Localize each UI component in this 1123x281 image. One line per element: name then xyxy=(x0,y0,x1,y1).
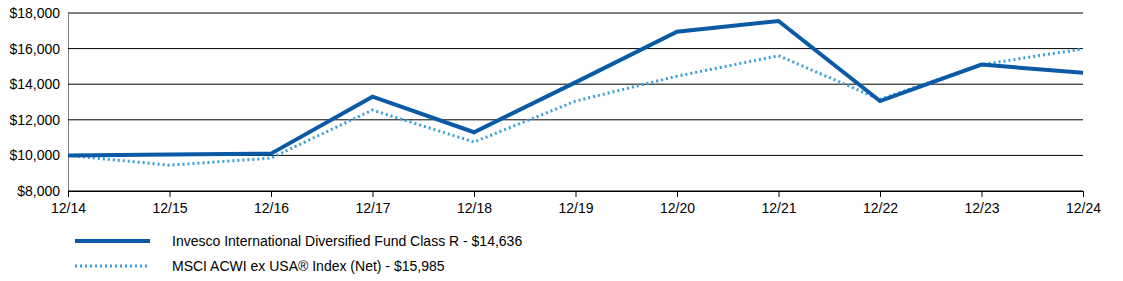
y-tick: $16,000 xyxy=(9,41,68,57)
y-tick-label: $12,000 xyxy=(9,112,60,128)
x-tick: 12/20 xyxy=(660,191,695,216)
y-tick-label: $8,000 xyxy=(17,183,60,199)
x-tick: 12/21 xyxy=(761,191,796,216)
y-tick: $10,000 xyxy=(9,147,68,163)
x-tick-mark xyxy=(474,191,475,197)
x-tick-label: 12/15 xyxy=(152,200,187,216)
x-tick: 12/19 xyxy=(558,191,593,216)
series-line xyxy=(68,49,1083,165)
x-tick-label: 12/21 xyxy=(761,200,796,216)
x-tick-label: 12/20 xyxy=(660,200,695,216)
x-tick: 12/24 xyxy=(1066,191,1101,216)
series-group xyxy=(68,21,1083,165)
x-tick-mark xyxy=(779,191,780,197)
y-tick-label: $18,000 xyxy=(9,5,60,21)
x-tick: 12/18 xyxy=(457,191,492,216)
grid-line xyxy=(68,13,1083,14)
x-tick-mark xyxy=(170,191,171,197)
x-tick: 12/22 xyxy=(863,191,898,216)
legend-swatch xyxy=(75,265,150,268)
x-tick: 12/14 xyxy=(51,191,86,216)
x-tick-mark xyxy=(880,191,881,197)
x-tick-mark xyxy=(982,191,983,197)
x-tick-label: 12/23 xyxy=(964,200,999,216)
x-tick-mark xyxy=(677,191,678,197)
chart: $8,000 $10,000 $12,000 $14,000 $16,000 $18,00… xyxy=(0,0,1123,281)
legend: Invesco International Diversified Fund C… xyxy=(75,233,522,274)
x-tick: 12/17 xyxy=(355,191,390,216)
x-tick: 12/16 xyxy=(254,191,289,216)
x-tick-mark xyxy=(373,191,374,197)
x-tick-label: 12/18 xyxy=(457,200,492,216)
x-tick: 12/15 xyxy=(152,191,187,216)
plot: $8,000 $10,000 $12,000 $14,000 $16,000 $18,00… xyxy=(9,5,1101,216)
x-axis: 12/14 12/15 12/16 12/17 12/18 12/19 12/20 12/21… xyxy=(51,191,1101,216)
y-axis: $8,000 $10,000 $12,000 $14,000 $16,000 $18,00… xyxy=(9,5,68,199)
x-tick-label: 12/14 xyxy=(51,200,86,216)
x-tick-label: 12/17 xyxy=(355,200,390,216)
y-tick: $14,000 xyxy=(9,76,68,92)
legend-item: Invesco International Diversified Fund C… xyxy=(75,233,522,249)
y-tick-label: $14,000 xyxy=(9,76,60,92)
legend-label: MSCI ACWI ex USA® Index (Net) - $15,985 xyxy=(172,258,445,274)
x-tick-mark xyxy=(576,191,577,197)
y-tick: $8,000 xyxy=(17,183,68,199)
grid-line xyxy=(68,119,1083,120)
y-tick: $12,000 xyxy=(9,112,68,128)
x-tick-mark xyxy=(1083,191,1084,197)
legend-swatch xyxy=(75,239,150,243)
x-tick-label: 12/19 xyxy=(558,200,593,216)
x-tick: 12/23 xyxy=(964,191,999,216)
x-tick-label: 12/16 xyxy=(254,200,289,216)
series-line xyxy=(68,21,1083,155)
grid xyxy=(68,13,1083,191)
x-tick-mark xyxy=(271,191,272,197)
x-tick-label: 12/24 xyxy=(1066,200,1101,216)
y-tick-label: $10,000 xyxy=(9,147,60,163)
x-tick-mark xyxy=(68,191,69,197)
legend-label: Invesco International Diversified Fund C… xyxy=(172,233,522,249)
y-axis-line xyxy=(68,14,69,192)
x-tick-label: 12/22 xyxy=(863,200,898,216)
grid-line xyxy=(68,48,1083,49)
y-tick: $18,000 xyxy=(9,5,68,21)
y-tick-label: $16,000 xyxy=(9,41,60,57)
legend-item: MSCI ACWI ex USA® Index (Net) - $15,985 xyxy=(75,258,445,274)
